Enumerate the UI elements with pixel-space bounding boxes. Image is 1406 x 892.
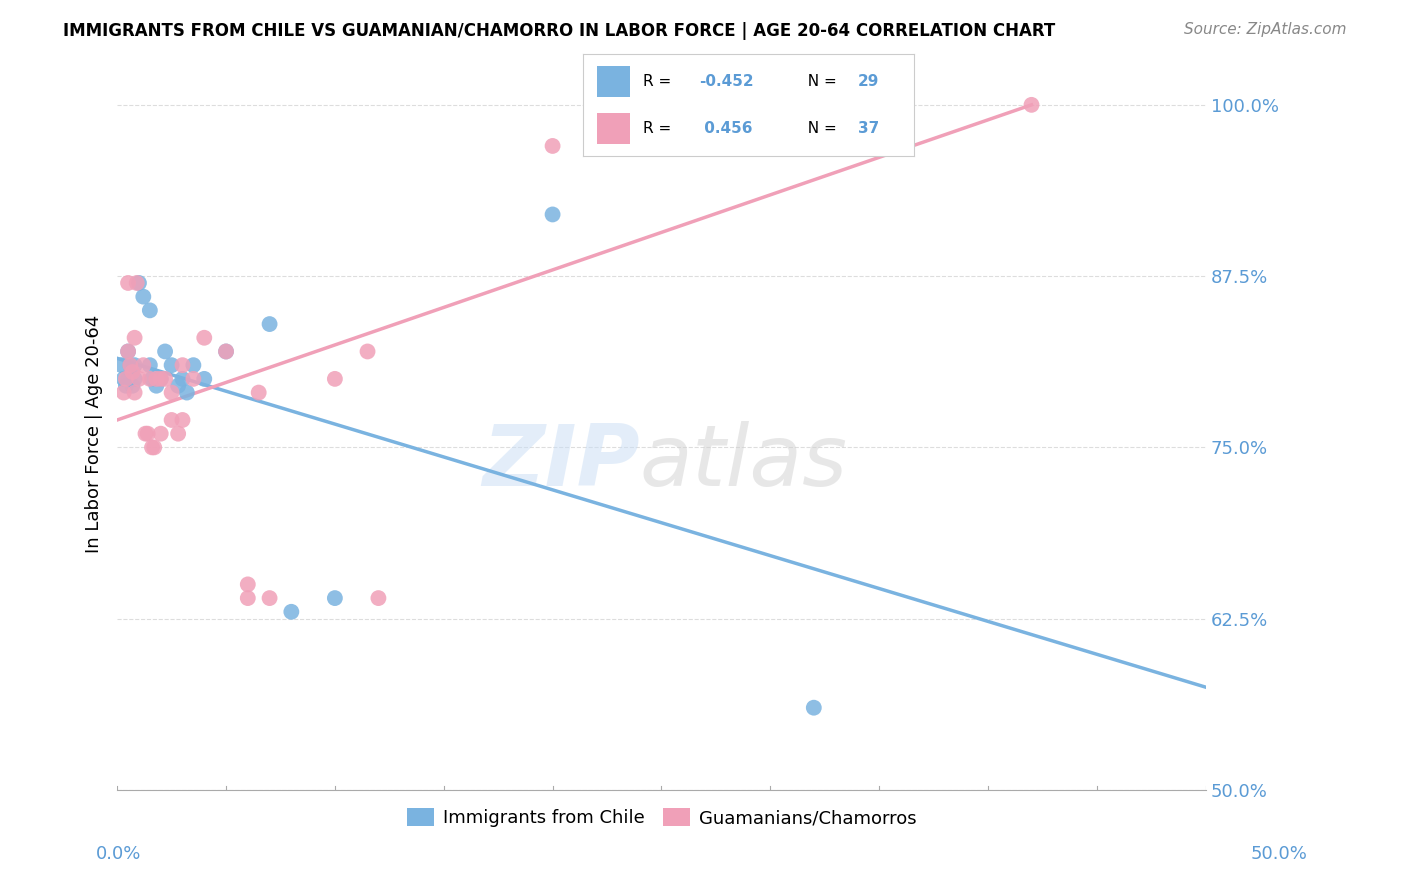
- Point: [141, 372, 163, 386]
- Point: [115, 372, 138, 386]
- Point: [139, 372, 162, 386]
- Point: [215, 344, 238, 359]
- Point: [172, 372, 194, 386]
- Point: [120, 358, 142, 372]
- Point: [167, 426, 190, 441]
- Point: [112, 372, 135, 386]
- FancyBboxPatch shape: [596, 113, 630, 144]
- Text: 37: 37: [858, 121, 879, 136]
- Point: [160, 358, 183, 372]
- Text: R =: R =: [643, 121, 676, 136]
- Point: [323, 591, 346, 606]
- Point: [145, 372, 167, 386]
- Point: [323, 372, 346, 386]
- Point: [134, 426, 156, 441]
- Point: [160, 385, 183, 400]
- Point: [121, 378, 143, 392]
- Point: [124, 385, 146, 400]
- Point: [110, 358, 132, 372]
- Text: Source: ZipAtlas.com: Source: ZipAtlas.com: [1184, 22, 1347, 37]
- Text: ZIP: ZIP: [482, 421, 640, 504]
- Point: [259, 317, 281, 331]
- Point: [541, 207, 564, 221]
- Point: [149, 372, 172, 386]
- Point: [160, 413, 183, 427]
- Point: [143, 441, 166, 455]
- Point: [132, 358, 155, 372]
- Point: [215, 344, 238, 359]
- Point: [541, 139, 564, 153]
- Point: [124, 331, 146, 345]
- Text: 0.456: 0.456: [699, 121, 752, 136]
- Point: [803, 700, 825, 714]
- Point: [176, 385, 198, 400]
- Point: [139, 358, 162, 372]
- Y-axis label: In Labor Force | Age 20-64: In Labor Force | Age 20-64: [86, 315, 103, 553]
- Point: [183, 358, 205, 372]
- Text: R =: R =: [643, 74, 676, 88]
- Legend: Immigrants from Chile, Guamanians/Chamorros: Immigrants from Chile, Guamanians/Chamor…: [399, 800, 924, 834]
- Point: [149, 426, 172, 441]
- Point: [121, 365, 143, 379]
- Point: [128, 372, 150, 386]
- Point: [193, 331, 215, 345]
- Point: [132, 290, 155, 304]
- Point: [153, 344, 176, 359]
- Point: [117, 344, 139, 359]
- Point: [141, 441, 163, 455]
- Point: [112, 385, 135, 400]
- Point: [117, 276, 139, 290]
- Point: [236, 591, 259, 606]
- Point: [128, 276, 150, 290]
- Point: [124, 372, 146, 386]
- Point: [136, 426, 159, 441]
- Point: [280, 605, 302, 619]
- Text: N =: N =: [799, 74, 842, 88]
- Text: 0.0%: 0.0%: [96, 846, 141, 863]
- FancyBboxPatch shape: [596, 66, 630, 96]
- Text: 50.0%: 50.0%: [1251, 846, 1308, 863]
- Point: [115, 378, 138, 392]
- Point: [149, 372, 172, 386]
- Point: [124, 358, 146, 372]
- Point: [183, 372, 205, 386]
- Text: atlas: atlas: [640, 421, 848, 504]
- Text: IMMIGRANTS FROM CHILE VS GUAMANIAN/CHAMORRO IN LABOR FORCE | AGE 20-64 CORRELATI: IMMIGRANTS FROM CHILE VS GUAMANIAN/CHAMO…: [63, 22, 1056, 40]
- Point: [259, 591, 281, 606]
- Point: [153, 372, 176, 386]
- Point: [167, 378, 190, 392]
- Text: 29: 29: [858, 74, 879, 88]
- Point: [120, 358, 142, 372]
- Point: [172, 413, 194, 427]
- Point: [247, 385, 270, 400]
- Text: -0.452: -0.452: [699, 74, 754, 88]
- Point: [172, 358, 194, 372]
- Point: [145, 378, 167, 392]
- Point: [236, 577, 259, 591]
- Text: N =: N =: [799, 121, 842, 136]
- Point: [1021, 98, 1043, 112]
- Point: [367, 591, 389, 606]
- Point: [117, 372, 139, 386]
- Point: [139, 303, 162, 318]
- Point: [356, 344, 378, 359]
- Point: [125, 276, 148, 290]
- Point: [117, 344, 139, 359]
- Point: [193, 372, 215, 386]
